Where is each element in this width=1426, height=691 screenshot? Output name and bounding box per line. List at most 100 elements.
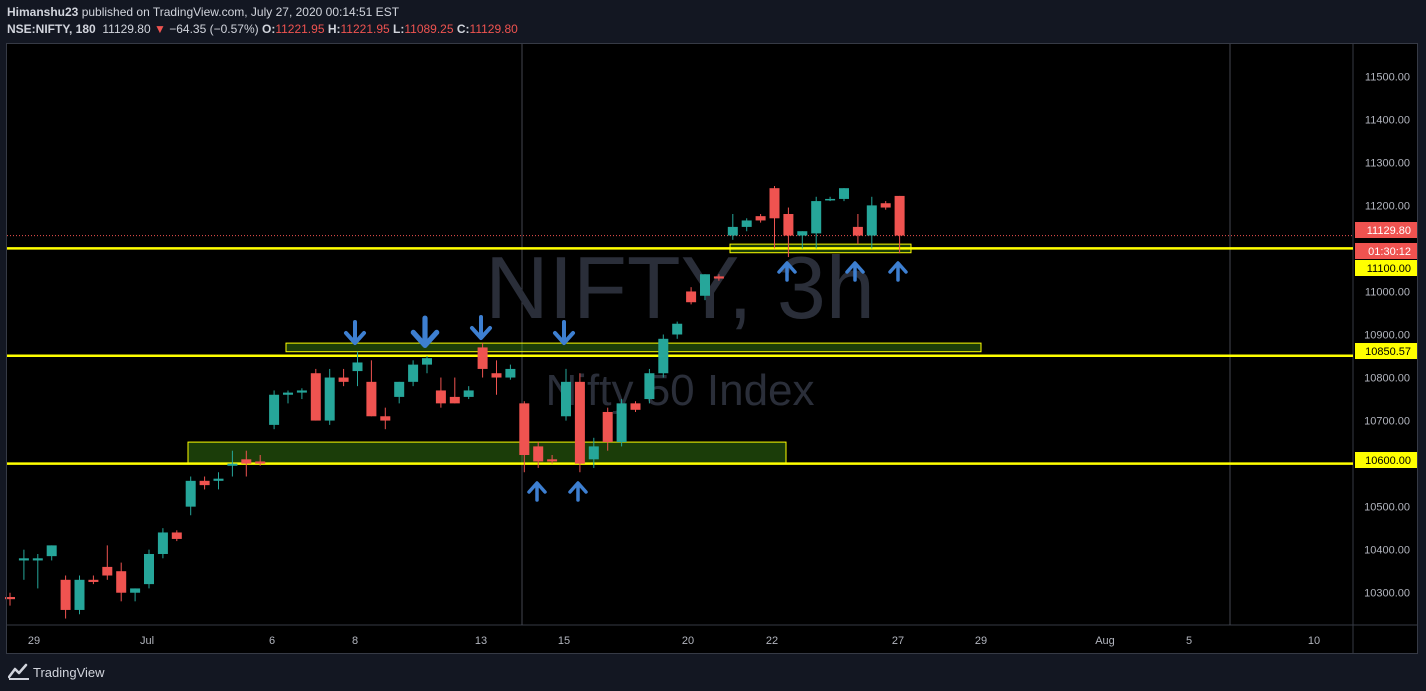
candle: [574, 373, 585, 473]
time-axis[interactable]: [7, 625, 1418, 654]
candle-body: [449, 396, 460, 404]
candle-body: [18, 558, 29, 561]
candle: [269, 390, 280, 430]
down-triangle-icon: ▼: [154, 22, 166, 36]
symbol-label[interactable]: NSE:NIFTY, 180: [7, 22, 96, 36]
candle-body: [825, 198, 836, 201]
time-tick-label: 5: [1186, 635, 1192, 647]
candle-body: [185, 480, 196, 507]
arrow-up-icon: [527, 481, 547, 502]
candle-body: [797, 231, 808, 236]
candle-body: [435, 390, 446, 404]
candle-body: [672, 323, 683, 335]
candle-body: [310, 373, 321, 421]
candle: [449, 377, 460, 404]
candle: [18, 549, 29, 580]
price-zone: [285, 342, 982, 353]
candle: [366, 360, 377, 417]
candle: [463, 386, 474, 400]
price-tick-label: 11500.00: [1365, 71, 1410, 83]
candle-body: [171, 532, 182, 539]
candle: [130, 588, 141, 602]
candle: [727, 213, 738, 240]
candle-body: [852, 226, 863, 236]
arrow-up-icon: [845, 261, 865, 282]
candle-body: [533, 446, 544, 462]
candle-body: [602, 411, 613, 443]
candle-body: [227, 463, 238, 466]
candle: [283, 390, 293, 404]
watermark-ticker: NIFTY, 3h: [485, 238, 875, 337]
candle-body: [199, 480, 210, 486]
candle-body: [394, 381, 405, 397]
price-tick-label: 11400.00: [1365, 114, 1410, 126]
candle-body: [213, 478, 224, 481]
time-tick-label: 27: [892, 635, 904, 647]
candle-body: [713, 276, 724, 279]
candle: [811, 196, 822, 249]
price-tick-label: 11300.00: [1365, 157, 1410, 169]
price-badge-label: 10600.00: [1365, 455, 1411, 467]
candle: [561, 368, 571, 421]
candle: [630, 401, 641, 412]
price-axis[interactable]: [1353, 44, 1418, 625]
candle: [102, 545, 113, 580]
candle: [394, 381, 405, 404]
price-tick-label: 10500.00: [1364, 502, 1410, 514]
last-price: 11129.80: [102, 22, 151, 36]
candle-body: [283, 392, 293, 395]
tradingview-brand[interactable]: TradingView: [33, 665, 105, 680]
publish-line: Himanshu23 published on TradingView.com,…: [7, 5, 399, 19]
time-tick-label: 15: [558, 635, 570, 647]
candle: [491, 360, 502, 395]
candle: [533, 442, 544, 468]
price-tick-label: 10300.00: [1364, 588, 1410, 600]
price-badge: [1355, 452, 1417, 468]
candle-body: [630, 403, 641, 410]
time-tick-label: Jul: [140, 635, 154, 647]
open-label: O:: [261, 22, 276, 36]
price-badge-label: 10850.57: [1365, 346, 1411, 358]
candle-body: [686, 291, 697, 303]
time-tick-labels: 29 Jul 6 8 13 15 20 22 27 29 Aug 5 10: [28, 635, 1320, 647]
candle: [547, 455, 558, 464]
price-badges: 11129.80 01:30:12 11100.00 10850.57 10600.00: [1355, 222, 1417, 468]
candle: [755, 213, 766, 223]
candle-body: [866, 205, 877, 236]
time-tick-label: 29: [28, 635, 40, 647]
candle-body: [561, 381, 571, 417]
candle-body: [46, 545, 57, 557]
candle-body: [422, 358, 432, 365]
candle: [866, 196, 877, 249]
candle: [505, 364, 516, 380]
high-value: 11221.95: [340, 22, 390, 36]
candle-body: [769, 188, 780, 219]
low-value: 11089.25: [404, 22, 454, 36]
candle: [60, 575, 71, 619]
annotation-arrows: [344, 261, 908, 502]
candle: [616, 399, 627, 447]
candle: [171, 530, 182, 542]
chart-header: Himanshu23 published on TradingView.com,…: [0, 0, 1426, 42]
candle-body: [338, 377, 349, 382]
candle: [435, 377, 446, 408]
candle: [324, 368, 335, 425]
arrow-down-icon: [470, 315, 492, 340]
candle: [852, 213, 863, 245]
ohlc-legend: NSE:NIFTY, 180 11129.80 ▼ −64.35 (−0.57%…: [7, 22, 518, 36]
price-badge: [1355, 243, 1417, 259]
candle: [241, 450, 252, 477]
tradingview-logo-icon[interactable]: [8, 663, 30, 681]
close-value: 11129.80: [469, 22, 518, 36]
candle-body: [547, 459, 558, 462]
candle: [477, 343, 488, 378]
candle-body: [505, 368, 516, 378]
candle-body: [255, 461, 266, 464]
author-name[interactable]: Himanshu23: [7, 5, 79, 19]
candle: [88, 575, 99, 585]
time-tick-label: 8: [352, 635, 358, 647]
candle-body: [741, 220, 752, 227]
arrow-down-icon: [553, 320, 575, 345]
candle: [296, 388, 307, 400]
